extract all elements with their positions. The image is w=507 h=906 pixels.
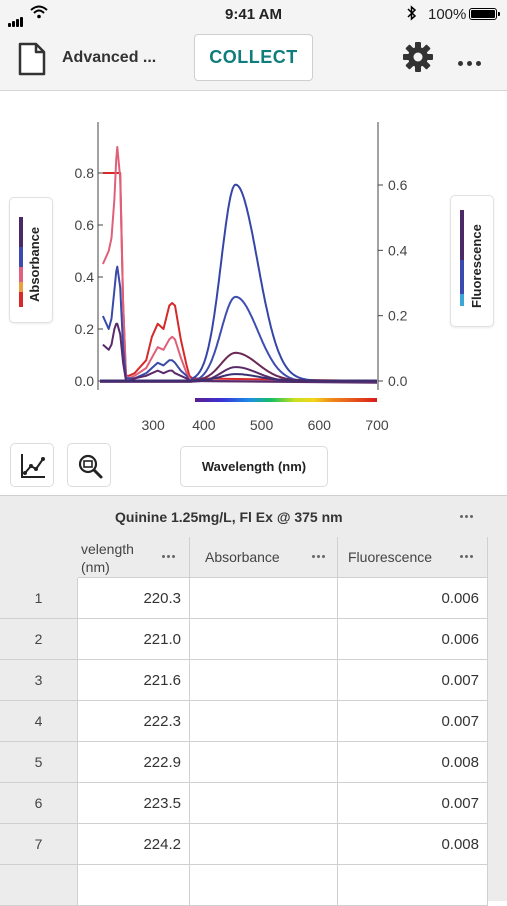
dataset-more-icon[interactable] bbox=[460, 515, 480, 521]
fluorescence-column-more-icon[interactable] bbox=[460, 555, 480, 561]
table-corner bbox=[0, 496, 79, 579]
document-title[interactable]: Advanced ... bbox=[62, 49, 157, 66]
left-tick-label: 0.8 bbox=[75, 165, 95, 181]
column-header-absorbance-label: Absorbance bbox=[205, 549, 280, 565]
status-bar: 9:41 AM 100% bbox=[0, 0, 507, 28]
fluorescence-series-line bbox=[100, 373, 377, 382]
fluorescence-axis-label: Fluorescence bbox=[469, 224, 484, 308]
table-cell-wl[interactable]: 220.3 bbox=[78, 578, 190, 619]
table-cell-empty[interactable] bbox=[78, 865, 190, 906]
row-number: 6 bbox=[0, 783, 78, 824]
left-tick-label: 0.6 bbox=[75, 217, 95, 233]
row-number: 3 bbox=[0, 660, 78, 701]
fluorescence-series-line bbox=[100, 366, 377, 383]
right-tick-label: 0.2 bbox=[388, 308, 408, 324]
absorbance-series-line bbox=[102, 172, 377, 382]
table-cell-fl[interactable]: 0.007 bbox=[338, 783, 488, 824]
x-tick-label: 500 bbox=[250, 417, 274, 433]
table-cell-wl[interactable]: 221.0 bbox=[78, 619, 190, 660]
zoom-button[interactable] bbox=[67, 443, 111, 487]
fluorescence-color-swatches bbox=[460, 210, 464, 306]
battery-icon bbox=[469, 8, 500, 20]
row-number: 7 bbox=[0, 824, 78, 865]
table-cell-fl[interactable]: 0.007 bbox=[338, 660, 488, 701]
x-tick-label: 400 bbox=[192, 417, 216, 433]
column-header-wavelength-label: velength (nm) bbox=[81, 541, 134, 575]
x-axis-label-button[interactable]: Wavelength (nm) bbox=[180, 446, 328, 487]
absorbance-column-more-icon[interactable] bbox=[312, 555, 332, 561]
table-cell-abs[interactable] bbox=[190, 742, 338, 783]
spectrum-chart: 0.0 0.2 0.4 0.6 0.8 0.0 0.2 0.4 0.6 300 400 500 600 7… bbox=[75, 122, 408, 433]
absorbance-series-line bbox=[101, 146, 377, 383]
row-number: 1 bbox=[0, 578, 78, 619]
dataset-title: Quinine 1.25mg/L, Fl Ex @ 375 nm bbox=[115, 509, 343, 525]
bluetooth-icon bbox=[407, 5, 417, 21]
absorbance-color-swatches bbox=[19, 217, 23, 307]
left-tick-label: 0.2 bbox=[75, 321, 95, 337]
table-right-margin bbox=[488, 496, 507, 901]
table-cell-wl[interactable]: 224.2 bbox=[78, 824, 190, 865]
table-cell-abs[interactable] bbox=[190, 701, 338, 742]
absorbance-series-line bbox=[101, 265, 377, 384]
column-header-fluorescence-label: Fluorescence bbox=[348, 549, 433, 565]
table-cell-abs[interactable] bbox=[190, 824, 338, 865]
collect-button[interactable]: COLLECT bbox=[194, 34, 313, 81]
top-toolbar: Advanced ... COLLECT bbox=[0, 28, 507, 91]
table-cell-fl[interactable]: 0.008 bbox=[338, 824, 488, 865]
fluorescence-series-line bbox=[100, 183, 377, 382]
column-header-wavelength[interactable]: velength (nm) bbox=[78, 537, 190, 578]
table-cell-wl[interactable]: 223.5 bbox=[78, 783, 190, 824]
table-cell-fl[interactable]: 0.007 bbox=[338, 701, 488, 742]
more-menu-icon[interactable] bbox=[458, 53, 485, 71]
table-cell-abs[interactable] bbox=[190, 783, 338, 824]
table-cell-abs[interactable] bbox=[190, 660, 338, 701]
battery-percent: 100% bbox=[428, 6, 467, 23]
x-tick-label: 700 bbox=[365, 417, 389, 433]
fluorescence-series-line bbox=[100, 295, 377, 383]
table-cell-abs[interactable] bbox=[190, 619, 338, 660]
wavelength-spectrum-bar bbox=[195, 398, 377, 402]
column-header-absorbance[interactable]: Absorbance bbox=[190, 537, 338, 578]
clock: 9:41 AM bbox=[225, 6, 282, 23]
line-graph-icon bbox=[21, 454, 45, 478]
fluorescence-legend[interactable]: Fluorescence bbox=[450, 195, 494, 327]
table-cell-wl[interactable]: 221.6 bbox=[78, 660, 190, 701]
row-number: 5 bbox=[0, 742, 78, 783]
table-cell-fl[interactable]: 0.006 bbox=[338, 578, 488, 619]
right-tick-label: 0.6 bbox=[388, 177, 408, 193]
table-cell-fl[interactable]: 0.008 bbox=[338, 742, 488, 783]
graph-options-button[interactable] bbox=[10, 443, 54, 487]
table-cell-wl[interactable]: 222.3 bbox=[78, 701, 190, 742]
left-tick-label: 0.0 bbox=[75, 373, 95, 389]
x-tick-label: 600 bbox=[308, 417, 332, 433]
row-number: 4 bbox=[0, 701, 78, 742]
absorbance-axis-label: Absorbance bbox=[27, 226, 42, 302]
zoom-icon bbox=[78, 454, 103, 479]
left-tick-label: 0.4 bbox=[75, 269, 95, 285]
wavelength-column-more-icon[interactable] bbox=[162, 555, 182, 561]
x-tick-label: 300 bbox=[141, 417, 165, 433]
signal-icon bbox=[8, 9, 24, 27]
table-cell-abs[interactable] bbox=[190, 578, 338, 619]
column-header-fluorescence[interactable]: Fluorescence bbox=[338, 537, 488, 578]
absorbance-series-line bbox=[102, 322, 377, 384]
absorbance-legend[interactable]: Absorbance bbox=[9, 197, 53, 323]
row-number: 2 bbox=[0, 619, 78, 660]
right-tick-label: 0.0 bbox=[388, 373, 408, 389]
wifi-icon bbox=[30, 5, 48, 19]
table-cell-fl[interactable]: 0.006 bbox=[338, 619, 488, 660]
right-tick-label: 0.4 bbox=[388, 242, 408, 258]
data-table: Quinine 1.25mg/L, Fl Ex @ 375 nm velengt… bbox=[0, 495, 507, 906]
file-icon[interactable] bbox=[18, 42, 46, 76]
table-cell-wl[interactable]: 222.9 bbox=[78, 742, 190, 783]
gear-icon[interactable] bbox=[402, 41, 434, 73]
dataset-header[interactable]: Quinine 1.25mg/L, Fl Ex @ 375 nm bbox=[78, 496, 488, 538]
